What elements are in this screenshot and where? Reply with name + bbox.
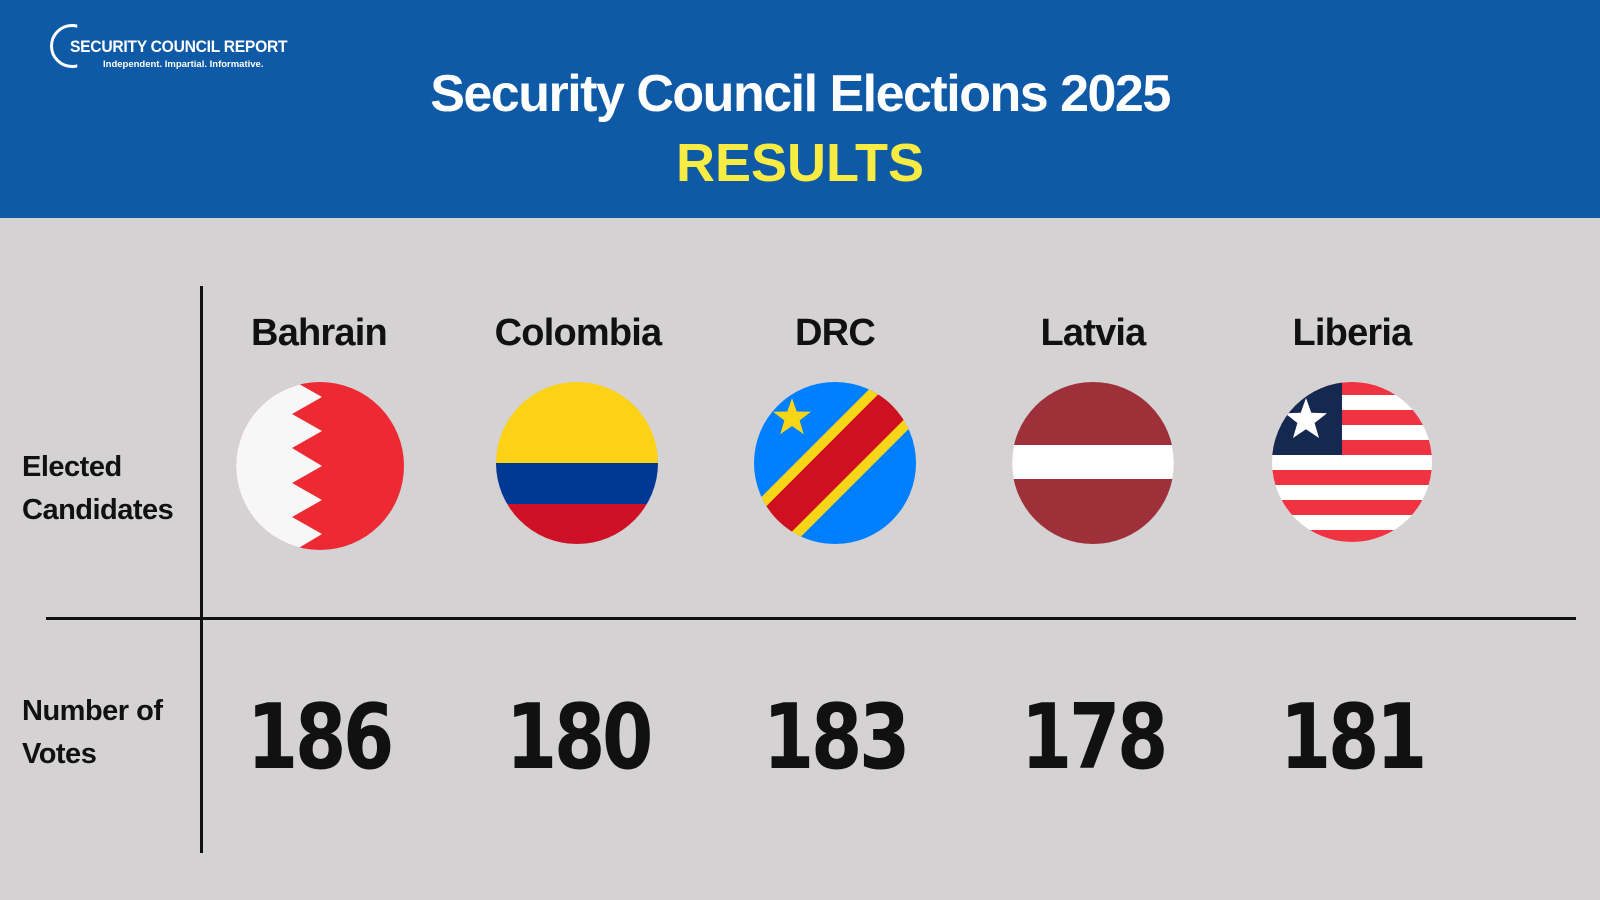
country-name-liberia: Liberia bbox=[1292, 312, 1413, 354]
country-name-drc: DRC bbox=[795, 312, 876, 354]
candidates-label-line1: Elected bbox=[22, 451, 122, 483]
votes-bahrain: 186 bbox=[246, 685, 394, 790]
page-title: Security Council Elections 2025 bbox=[430, 65, 1171, 123]
drc-flag-icon bbox=[754, 382, 916, 544]
votes-label-line2: Votes bbox=[22, 738, 97, 770]
votes-liberia: 181 bbox=[1279, 685, 1427, 790]
candidates-row-label: Elected Candidates bbox=[22, 446, 174, 532]
page-subtitle: RESULTS bbox=[675, 133, 924, 193]
votes-colombia: 180 bbox=[505, 685, 653, 790]
logo-tagline: Independent. Impartial. Informative. bbox=[103, 59, 264, 70]
country-name-colombia: Colombia bbox=[494, 312, 663, 354]
liberia-flag-icon bbox=[1272, 382, 1432, 542]
country-name-bahrain: Bahrain bbox=[251, 312, 388, 354]
vertical-divider bbox=[200, 286, 203, 853]
logo-ring-icon bbox=[50, 24, 78, 68]
votes-latvia: 178 bbox=[1020, 685, 1168, 790]
colombia-flag-icon bbox=[496, 382, 658, 544]
votes-row-label: Number of Votes bbox=[22, 690, 163, 776]
votes-label-line1: Number of bbox=[22, 695, 163, 727]
logo[interactable]: SECURITY COUNCIL REPORT Independent. Imp… bbox=[50, 24, 300, 76]
bahrain-flag-icon bbox=[236, 382, 404, 550]
horizontal-divider bbox=[46, 617, 1576, 620]
candidates-label-line2: Candidates bbox=[22, 494, 174, 526]
votes-drc: 183 bbox=[762, 685, 910, 790]
logo-name: SECURITY COUNCIL REPORT bbox=[70, 37, 288, 56]
country-name-latvia: Latvia bbox=[1040, 312, 1146, 354]
header-banner: SECURITY COUNCIL REPORT Independent. Imp… bbox=[0, 0, 1600, 218]
latvia-flag-icon bbox=[1012, 382, 1174, 544]
